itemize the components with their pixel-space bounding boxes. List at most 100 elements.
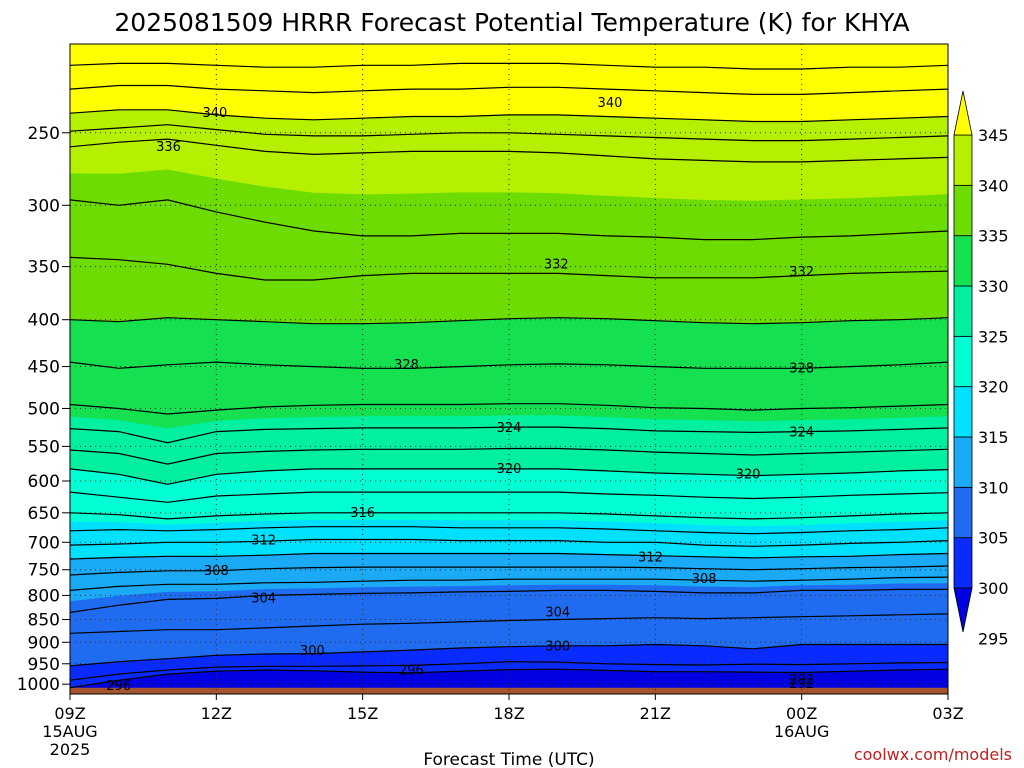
colorbar-swatch bbox=[953, 537, 973, 589]
contour-line-318 bbox=[70, 491, 948, 503]
colorbar-swatch bbox=[953, 134, 973, 186]
colorbar-swatch bbox=[953, 386, 973, 438]
colorbar-extend-min bbox=[953, 587, 973, 633]
colorbar-swatch bbox=[953, 184, 973, 237]
contour-line-302 bbox=[70, 613, 948, 634]
contour-label: 332 bbox=[789, 265, 814, 280]
y-tick-label: 500 bbox=[28, 399, 60, 419]
x-tick-sublabel: 16AUG bbox=[774, 722, 829, 741]
colorbar-label: 310 bbox=[978, 478, 1009, 497]
y-tick-label: 450 bbox=[28, 358, 60, 378]
contour-label: 296 bbox=[106, 679, 131, 694]
colorbar-label: 340 bbox=[978, 176, 1009, 195]
contour-label: 292 bbox=[789, 677, 814, 692]
contour-label: 312 bbox=[638, 550, 663, 565]
y-tick-label: 750 bbox=[28, 561, 60, 581]
contour-line-300 bbox=[70, 643, 948, 667]
colorbar-label: 330 bbox=[978, 277, 1009, 296]
x-tick-label: 21Z bbox=[640, 704, 671, 723]
y-tick-label: 800 bbox=[28, 586, 60, 606]
x-axis-label: Forecast Time (UTC) bbox=[423, 750, 594, 768]
contour-label: 296 bbox=[399, 663, 424, 678]
x-tick-label: 18Z bbox=[493, 704, 524, 723]
colorbar-extend-max bbox=[953, 90, 973, 136]
colorbar-swatch bbox=[953, 285, 973, 337]
contour-line-336 bbox=[70, 138, 948, 163]
contour-label: 340 bbox=[598, 96, 623, 111]
contour-label: 336 bbox=[156, 140, 181, 155]
y-tick-label: 400 bbox=[28, 311, 60, 331]
y-tick-label: 650 bbox=[28, 504, 60, 524]
contour-label: 320 bbox=[736, 467, 761, 482]
contour-line-342 bbox=[70, 84, 948, 96]
colorbar-swatch bbox=[953, 436, 973, 488]
colorbar-label: 305 bbox=[978, 529, 1009, 548]
colorbar-label: 300 bbox=[978, 579, 1009, 598]
contour-line-314 bbox=[70, 526, 948, 535]
contour-line-344 bbox=[70, 62, 948, 70]
colorbar-swatch bbox=[953, 486, 973, 539]
contour-label: 300 bbox=[300, 644, 325, 659]
y-tick-label: 300 bbox=[28, 196, 60, 216]
contour-line-320 bbox=[70, 468, 948, 485]
temperature-band bbox=[70, 44, 948, 122]
x-tick-label: 00Z bbox=[786, 704, 817, 723]
x-tick-label: 12Z bbox=[201, 704, 232, 723]
contour-label: 328 bbox=[394, 358, 419, 373]
colorbar-label: 295 bbox=[978, 629, 1009, 648]
contour-lines bbox=[70, 62, 948, 689]
y-tick-label: 700 bbox=[28, 533, 60, 553]
contour-label: 324 bbox=[497, 421, 522, 436]
contour-line-296 bbox=[70, 668, 948, 689]
colorbar-label: 335 bbox=[978, 227, 1009, 246]
contour-line-328 bbox=[70, 361, 948, 369]
contour-line-340 bbox=[70, 109, 948, 123]
contour-label: 328 bbox=[789, 361, 814, 376]
y-tick-label: 900 bbox=[28, 633, 60, 653]
credit-text: coolwx.com/models bbox=[854, 745, 1012, 764]
y-axis: 250 300 350 400 450 500 550 600 650 700 750 800 8509… bbox=[17, 124, 70, 695]
colorbar-label: 320 bbox=[978, 378, 1009, 397]
contour-line-312 bbox=[70, 538, 948, 547]
grid bbox=[70, 44, 948, 694]
contour-label: 324 bbox=[789, 425, 814, 440]
colorbar-label: 315 bbox=[978, 428, 1009, 447]
y-tick-label: 250 bbox=[28, 124, 60, 144]
contour-label: 316 bbox=[350, 506, 375, 521]
contour-label: 300 bbox=[545, 640, 570, 655]
y-tick-label: 850 bbox=[28, 611, 60, 631]
contour-line-330 bbox=[70, 317, 948, 325]
colorbar-swatch bbox=[953, 335, 973, 388]
contour-line-304 bbox=[70, 588, 948, 614]
contour-label: 312 bbox=[251, 534, 276, 549]
temperature-band bbox=[70, 44, 948, 57]
contour-line-298 bbox=[70, 661, 948, 681]
chart-title: 2025081509 HRRR Forecast Potential Tempe… bbox=[114, 8, 909, 37]
contour-label: 304 bbox=[251, 591, 276, 606]
y-tick-label: 1000 bbox=[17, 675, 60, 695]
contour-line-308 bbox=[70, 565, 948, 576]
x-tick-label: 09Z bbox=[54, 704, 85, 723]
x-tick-sublabel: 2025 bbox=[50, 740, 91, 759]
contour-line-326 bbox=[70, 403, 948, 415]
contour-label: 292 bbox=[789, 673, 814, 688]
contour-line-306 bbox=[70, 576, 948, 591]
contour-label: 308 bbox=[692, 572, 717, 587]
contour-label: 340 bbox=[202, 106, 227, 121]
colorbar-label: 325 bbox=[978, 327, 1009, 346]
contour-line-316 bbox=[70, 512, 948, 520]
ground-surface bbox=[70, 687, 948, 694]
y-tick-label: 550 bbox=[28, 437, 60, 457]
x-tick-label: 15Z bbox=[347, 704, 378, 723]
y-tick-label: 350 bbox=[28, 258, 60, 278]
contour-label: 304 bbox=[545, 605, 570, 620]
y-tick-label: 600 bbox=[28, 472, 60, 492]
plot-area: 340 340 336 332 332 328 328 324 324 320 320 316 312 3… bbox=[69, 43, 949, 695]
colorbar-label: 345 bbox=[978, 126, 1009, 145]
contour-line-322 bbox=[70, 447, 948, 465]
contour-labels: 340 340 336 332 332 328 328 324 324 320 320 316 312 3… bbox=[106, 96, 814, 694]
contour-line-338 bbox=[70, 124, 948, 142]
contour-line-324 bbox=[70, 426, 948, 444]
